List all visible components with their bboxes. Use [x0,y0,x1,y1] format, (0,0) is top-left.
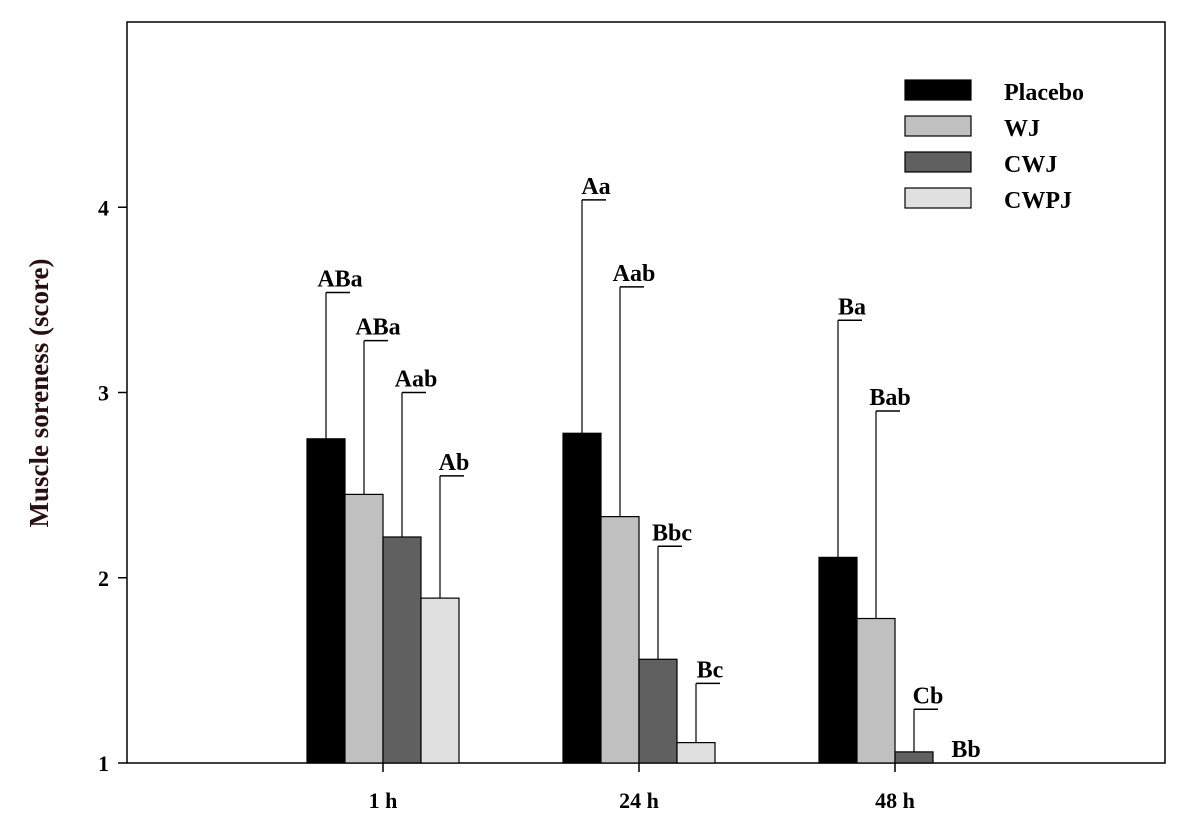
legend-label-placebo: Placebo [1004,80,1084,106]
legend-label-wj: WJ [1004,116,1040,142]
significance-label: Bc [697,657,724,683]
bar-cwj [382,536,422,764]
x-tick-label: 48 h [875,788,915,813]
legend-swatch-wj [904,115,972,137]
significance-label: Aab [613,261,656,287]
bar-wj [344,493,384,764]
bar-placebo [306,438,346,764]
bar-cwpj [420,597,460,764]
significance-label: ABa [317,266,362,292]
bar-cwj [894,751,934,764]
x-tick-label: 24 h [619,788,659,813]
significance-label: ABa [355,315,400,341]
bar-wj [600,516,640,764]
significance-label: Aa [581,174,610,200]
y-tick-label: 1 [98,751,109,776]
y-tick-label: 3 [98,381,109,406]
bar-wj [856,617,896,764]
legend-label-cwpj: CWPJ [1004,188,1072,214]
y-axis-label: Muscle soreness (score) [24,259,54,528]
legend-swatch-placebo [904,79,972,101]
significance-label: Bab [869,385,910,411]
significance-label: Bb [951,737,980,763]
significance-label: Ab [439,450,470,476]
bar-placebo [818,556,858,764]
x-tick-label: 1 h [369,788,398,813]
significance-label: Cb [913,683,944,709]
significance-label: Ba [838,294,866,320]
significance-label: Bbc [652,520,692,546]
legend-label-cwj: CWJ [1004,152,1057,178]
bar-placebo [562,432,602,764]
bar-cwpj [676,742,716,764]
significance-label: Aab [395,367,438,393]
y-tick-label: 2 [98,566,109,591]
legend-swatch-cwj [904,151,972,173]
legend-swatch-cwpj [904,187,972,209]
bar-cwj [638,658,678,764]
y-tick-label: 4 [98,195,109,220]
